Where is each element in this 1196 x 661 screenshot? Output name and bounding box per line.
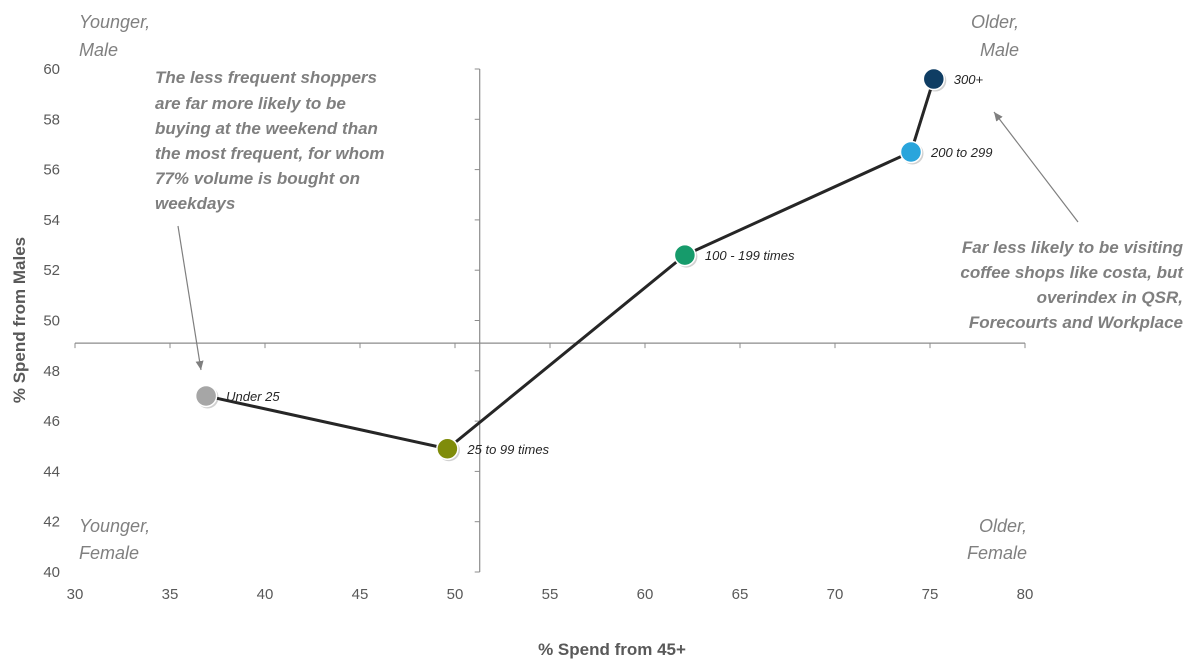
annotation-2-line-2: coffee shops like costa, but [960,263,1184,282]
annotation-1-line-4: the most frequent, for whom [155,144,385,163]
x-tick-label: 40 [257,586,274,603]
data-point-label: 100 - 199 times [705,248,795,263]
y-tick-label: 54 [43,212,60,229]
annotation-1-arrow [177,225,204,371]
y-tick-label: 52 [43,262,60,279]
x-tick-label: 70 [827,586,844,603]
tick-labels: 30 35 40 45 50 55 60 65 70 75 80 40 42 44 46 48 50 52 54 56… [43,61,1033,603]
data-point-marker [899,140,924,165]
quadrant-label-top-right-line2: Male [980,40,1019,60]
y-axis-title: % Spend from Males [10,237,29,403]
annotation-1-line-1: The less frequent shoppers [155,68,377,87]
y-tick-label: 60 [43,61,60,78]
quadrant-label-bottom-left-line2: Female [79,543,139,563]
quadrant-label-bottom-left-line1: Younger, [79,516,150,536]
x-tick-label: 80 [1017,586,1034,603]
annotation-2-arrow [993,111,1079,223]
annotation-far-less-likely: Far less likely to be visiting coffee sh… [960,111,1184,332]
y-tick-label: 44 [43,463,60,480]
annotation-1-line-6: weekdays [155,194,235,213]
marker-circle [436,437,459,461]
x-axis-title: % Spend from 45+ [538,640,686,659]
data-point-marker [436,437,460,462]
data-point-marker [673,243,698,268]
x-tick-label: 35 [162,586,179,603]
quadrant-label-top-left-line2: Male [79,40,118,60]
annotation-1-line-3: buying at the weekend than [155,119,378,138]
x-tick-label: 60 [637,586,654,603]
point-labels: Under 25 25 to 99 times 100 - 199 times 200… [226,72,992,457]
x-tick-label: 55 [542,586,559,603]
data-point-label: 200 to 299 [930,145,992,160]
data-point-marker [922,67,947,92]
annotation-2-line-1: Far less likely to be visiting [962,238,1184,257]
axes [74,68,1026,573]
annotation-1-line-5: 77% volume is bought on [155,169,360,188]
data-point-label: 25 to 99 times [466,442,549,457]
quadrant-label-top-left-line1: Younger, [79,12,150,32]
y-tick-label: 42 [43,514,60,531]
annotation-1-line-2: are far more likely to be [155,94,346,113]
y-tick-label: 50 [43,313,60,330]
quadrant-label-top-right-line1: Older, [971,12,1019,32]
x-tick-label: 65 [732,586,749,603]
annotation-2-line-4: Forecourts and Workplace [969,313,1183,332]
quadrant-label-bottom-right-line2: Female [967,543,1027,563]
marker-circle [673,243,697,267]
x-tick-label: 75 [922,586,939,603]
annotation-2-line-3: overindex in QSR, [1037,288,1183,307]
y-tick-label: 58 [43,111,60,128]
data-points [194,67,947,462]
data-point-marker [194,384,219,409]
quadrant-label-bottom-right-line1: Older, [979,516,1027,536]
marker-circle [922,67,946,91]
y-tick-label: 46 [43,413,60,430]
x-tick-label: 45 [352,586,369,603]
data-point-label: Under 25 [226,389,280,404]
annotation-less-frequent-shoppers: The less frequent shoppers are far more … [155,68,385,371]
data-point-label: 300+ [954,72,984,87]
y-tick-label: 56 [43,162,60,179]
y-tick-label: 48 [43,363,60,380]
x-tick-label: 30 [67,586,84,603]
x-tick-label: 50 [447,586,464,603]
y-tick-label: 40 [43,564,60,581]
marker-circle [899,140,923,164]
marker-circle [194,384,218,408]
